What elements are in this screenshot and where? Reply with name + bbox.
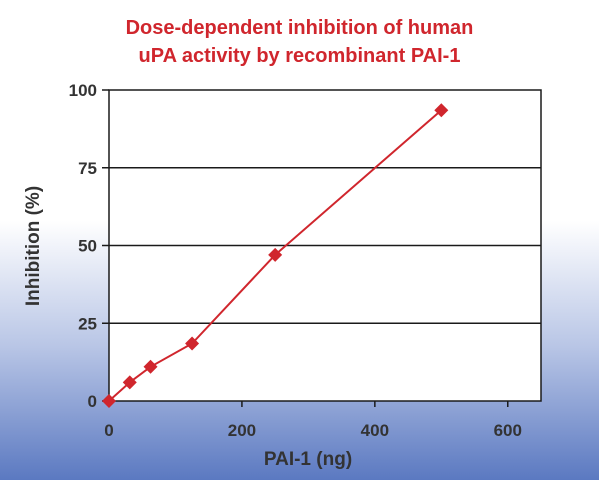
chart-title-line-1: Dose-dependent inhibition of human [125, 17, 474, 39]
chart-title-line-2: uPA activity by recombinant PAI-1 [138, 45, 461, 67]
data-point [143, 359, 158, 374]
y-tick-label: 25 [78, 314, 97, 333]
y-tick-label: 0 [88, 392, 97, 411]
x-tick-label: 0 [104, 421, 113, 440]
y-tick-label: 50 [78, 237, 97, 256]
x-tick-label: 200 [228, 421, 256, 440]
chart-title: Dose-dependent inhibition of human uPA a… [0, 14, 599, 70]
data-point [185, 336, 200, 351]
y-tick-label: 100 [69, 81, 97, 100]
data-point [122, 375, 137, 390]
data-point [268, 247, 283, 262]
y-axis-label: Inhibition (%) [23, 186, 44, 306]
data-point [102, 394, 116, 408]
x-tick-label: 400 [361, 421, 389, 440]
y-tick-label: 75 [78, 159, 97, 178]
x-axis-label: PAI-1 (ng) [264, 449, 352, 470]
data-point [434, 103, 449, 118]
x-tick-label: 600 [494, 421, 522, 440]
